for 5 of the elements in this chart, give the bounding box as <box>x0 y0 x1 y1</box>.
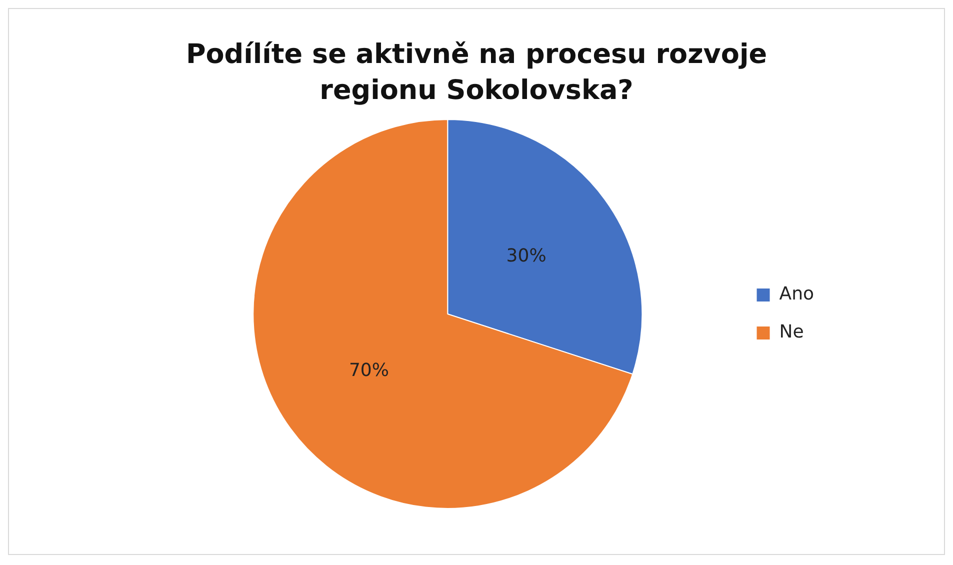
data-label: 70% <box>348 360 389 381</box>
legend-label: Ano <box>779 284 814 305</box>
chart-title: Podílíte se aktivně na procesu rozvoje regionu Sokolovska? <box>184 38 768 108</box>
legend-label: Ne <box>779 322 804 343</box>
data-label: 30% <box>506 246 546 267</box>
